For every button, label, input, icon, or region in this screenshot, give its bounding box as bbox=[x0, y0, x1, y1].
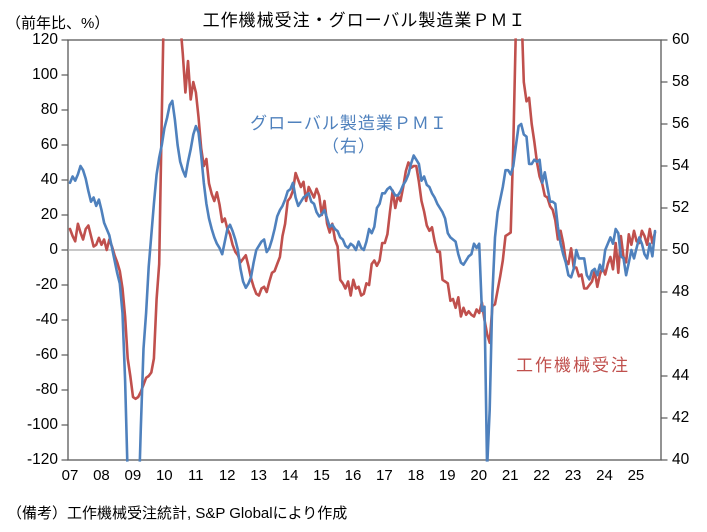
x-axis-year-label: 16 bbox=[344, 467, 362, 484]
source-note: （備考）工作機械受注統計, S&P Globalにより作成 bbox=[7, 505, 348, 522]
left-axis-tick-label: 100 bbox=[32, 66, 58, 83]
right-axis-tick-label: 44 bbox=[672, 367, 690, 384]
x-axis-year-label: 22 bbox=[533, 467, 550, 484]
left-axis-tick-label: -80 bbox=[35, 381, 58, 398]
x-axis-year-label: 07 bbox=[61, 467, 79, 484]
pmi-series-line bbox=[68, 99, 657, 462]
x-axis-year-label: 21 bbox=[501, 467, 519, 484]
pmi-series-annotation: グローバル製造業ＰＭＩ （右） bbox=[238, 112, 460, 158]
right-axis-tick-label: 40 bbox=[672, 451, 690, 468]
right-axis-tick-label: 56 bbox=[672, 115, 690, 132]
left-axis-tick-label: 20 bbox=[40, 206, 58, 223]
orders-series-annotation: 工作機械受注 bbox=[516, 356, 630, 375]
left-axis-tick-label: 60 bbox=[40, 136, 58, 153]
right-axis-tick-label: 60 bbox=[672, 31, 690, 48]
right-axis-tick-label: 54 bbox=[672, 157, 690, 174]
orders-series-line bbox=[68, 38, 657, 401]
x-axis-year-label: 09 bbox=[124, 467, 142, 484]
right-axis-tick-label: 50 bbox=[672, 241, 690, 258]
x-axis-year-label: 11 bbox=[187, 467, 204, 484]
left-axis-tick-label: -60 bbox=[35, 346, 58, 363]
x-axis-year-label: 15 bbox=[313, 467, 330, 484]
x-axis-year-label: 18 bbox=[407, 467, 425, 484]
right-axis-tick-label: 42 bbox=[672, 409, 690, 426]
x-axis-year-label: 24 bbox=[596, 467, 613, 484]
right-axis-tick-label: 46 bbox=[672, 325, 690, 342]
x-axis-year-label: 17 bbox=[376, 467, 393, 484]
left-axis-unit-label: （前年比、%） bbox=[6, 15, 110, 32]
pmi-annotation-line1: グローバル製造業ＰＭＩ bbox=[250, 114, 448, 133]
left-axis-tick-label: -40 bbox=[35, 311, 58, 328]
x-axis-year-label: 12 bbox=[218, 467, 236, 484]
x-axis-year-label: 14 bbox=[281, 467, 299, 484]
left-axis-tick-label: 40 bbox=[40, 171, 58, 188]
x-axis-year-label: 23 bbox=[564, 467, 582, 484]
x-axis-year-label: 25 bbox=[627, 467, 645, 484]
right-axis-tick-label: 48 bbox=[672, 283, 690, 300]
x-axis-year-label: 20 bbox=[470, 467, 488, 484]
pmi-annotation-line2: （右） bbox=[322, 137, 376, 156]
left-axis-tick-label: -100 bbox=[26, 416, 58, 433]
chart-title: 工作機械受注・グローバル製造業ＰＭＩ bbox=[202, 11, 527, 30]
left-axis-tick-label: 120 bbox=[32, 31, 58, 48]
left-axis-tick-label: 0 bbox=[49, 241, 58, 258]
x-axis-year-label: 19 bbox=[438, 467, 456, 484]
left-axis-tick-label: -120 bbox=[26, 451, 58, 468]
left-axis-tick-label: 80 bbox=[40, 101, 58, 118]
right-axis-tick-label: 58 bbox=[672, 73, 690, 90]
right-axis-tick-label: 52 bbox=[672, 199, 690, 216]
x-axis-year-label: 13 bbox=[250, 467, 267, 484]
x-axis-year-label: 10 bbox=[155, 467, 173, 484]
left-axis-tick-label: -20 bbox=[35, 276, 58, 293]
x-axis-year-label: 08 bbox=[93, 467, 110, 484]
